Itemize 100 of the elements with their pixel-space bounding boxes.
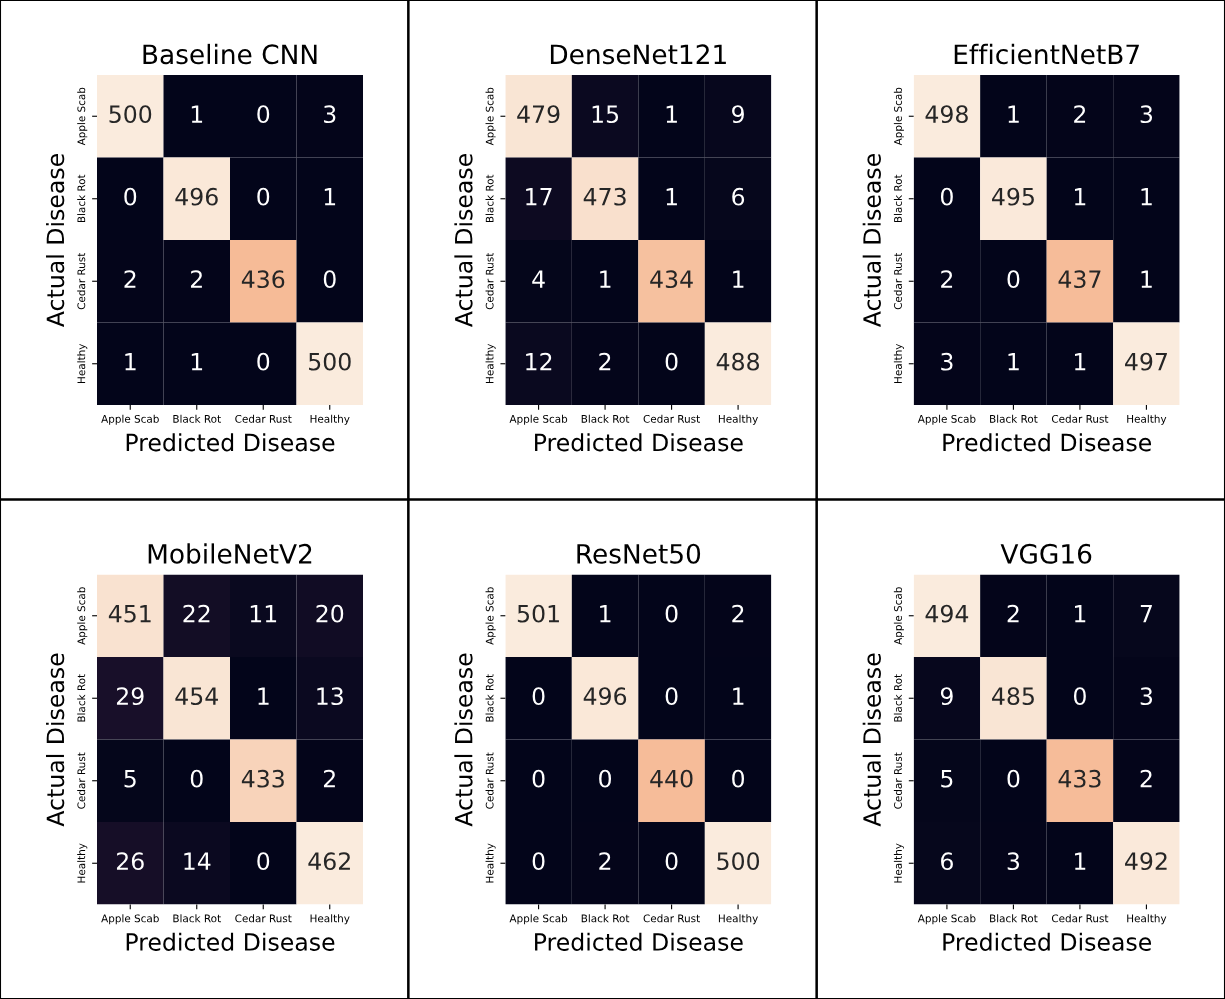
data-label: 0 (940, 187, 953, 206)
x-axis-title: Predicted Disease (535, 433, 743, 452)
x-tick-label: Black Rot (581, 914, 630, 923)
data-label: 0 (1007, 769, 1020, 788)
y-tick-label: Cedar Rust (485, 252, 494, 310)
data-label: 498 (925, 105, 968, 124)
data-label: 5 (941, 770, 953, 788)
x-tick-label: Apple Scab (509, 914, 568, 925)
data-label: 0 (665, 352, 678, 371)
x-tick-label: Healthy (718, 414, 758, 425)
x-tick-label: Black Rot (173, 914, 221, 923)
data-label: 9 (732, 105, 744, 124)
chart-title: Baseline CNN (143, 43, 317, 65)
data-label: 1 (1075, 188, 1086, 206)
data-label: 2 (1074, 105, 1086, 123)
data-label: 17 (526, 188, 552, 206)
data-label: 3 (1140, 105, 1153, 124)
data-label: 14 (184, 852, 211, 870)
data-label: 1 (191, 353, 203, 371)
y-tick-label: Apple Scab (77, 587, 88, 645)
data-label: 496 (583, 687, 627, 706)
data-label: 451 (108, 605, 151, 623)
data-label: 1 (1075, 852, 1086, 870)
data-label: 0 (665, 604, 678, 623)
data-label: 6 (941, 852, 953, 871)
y-tick-label: Black Rot (485, 174, 494, 223)
data-label: 2 (124, 270, 136, 288)
data-label: 1 (666, 105, 677, 123)
x-axis-title: Predicted Disease (943, 932, 1152, 951)
data-label: 0 (532, 687, 545, 706)
data-label: 434 (650, 270, 693, 289)
x-tick-label: Apple Scab (101, 914, 159, 925)
data-label: 0 (190, 769, 203, 788)
data-label: 1 (125, 353, 136, 371)
x-tick-label: Cedar Rust (643, 914, 700, 923)
data-label: 3 (941, 352, 953, 371)
y-tick-label: Healthy (893, 343, 904, 383)
data-label: 454 (175, 687, 218, 706)
y-tick-label: Cedar Rust (77, 752, 86, 809)
data-label: 1 (1008, 353, 1019, 371)
data-label: 0 (257, 352, 270, 371)
chart-title: EfficientNetB7 (954, 43, 1139, 65)
x-tick-label: Healthy (718, 914, 758, 925)
y-axis-title: Actual Disease (454, 653, 473, 827)
data-label: 22 (183, 604, 210, 623)
data-label: 436 (241, 270, 285, 289)
data-label: 437 (1058, 270, 1101, 289)
x-tick-label: Healthy (1127, 414, 1167, 425)
data-label: 2 (941, 270, 953, 288)
data-label: 1 (1141, 270, 1152, 288)
data-label: 1 (191, 105, 203, 123)
data-label: 1 (1075, 605, 1086, 623)
data-label: 500 (309, 352, 351, 371)
x-tick-label: Black Rot (173, 414, 221, 423)
y-tick-label: Apple Scab (485, 587, 496, 645)
x-tick-label: Cedar Rust (1051, 414, 1109, 423)
data-label: 485 (992, 687, 1034, 706)
x-tick-label: Apple Scab (917, 414, 976, 425)
x-axis-title: Predicted Disease (126, 433, 335, 452)
x-tick-label: Apple Scab (917, 914, 976, 925)
data-label: 0 (665, 687, 678, 706)
y-tick-label: Healthy (77, 843, 88, 883)
data-label: 15 (592, 105, 619, 124)
data-label: 12 (526, 352, 552, 371)
x-tick-label: Cedar Rust (643, 414, 700, 423)
y-tick-label: Black Rot (893, 174, 902, 223)
y-axis-title: Actual Disease (862, 653, 881, 827)
data-label: 501 (517, 604, 559, 623)
y-tick-label: Healthy (77, 343, 88, 383)
data-label: 500 (109, 105, 152, 124)
chart-title: ResNet50 (577, 543, 701, 564)
y-axis-title: Actual Disease (454, 154, 473, 327)
y-tick-label: Black Rot (77, 674, 86, 722)
data-label: 488 (716, 352, 759, 371)
data-label: 6 (732, 187, 745, 206)
x-tick-label: Cedar Rust (235, 414, 292, 423)
chart-title: DenseNet121 (550, 44, 726, 65)
y-tick-label: Black Rot (77, 174, 86, 223)
data-label: 0 (532, 769, 545, 788)
y-axis-title: Actual Disease (862, 154, 881, 327)
data-label: 492 (1125, 852, 1167, 871)
data-label: 1 (1141, 188, 1152, 206)
data-label: 0 (257, 852, 270, 871)
x-axis-title: Predicted Disease (126, 932, 335, 951)
x-tick-label: Cedar Rust (235, 914, 292, 923)
data-label: 1 (1008, 105, 1019, 123)
data-label: 495 (992, 187, 1034, 206)
data-label: 5 (124, 770, 136, 788)
y-tick-label: Cedar Rust (893, 752, 902, 809)
data-label: 1 (733, 270, 744, 288)
data-label: 0 (732, 769, 745, 788)
data-label: 1 (258, 687, 269, 705)
x-tick-label: Black Rot (990, 914, 1038, 923)
data-label: 1 (1075, 353, 1086, 371)
data-label: 13 (317, 687, 343, 706)
y-tick-label: Healthy (485, 343, 496, 383)
y-tick-label: Healthy (485, 843, 496, 883)
y-tick-label: Apple Scab (893, 587, 904, 645)
data-label: 2 (190, 270, 202, 288)
data-label: 2 (599, 352, 611, 371)
